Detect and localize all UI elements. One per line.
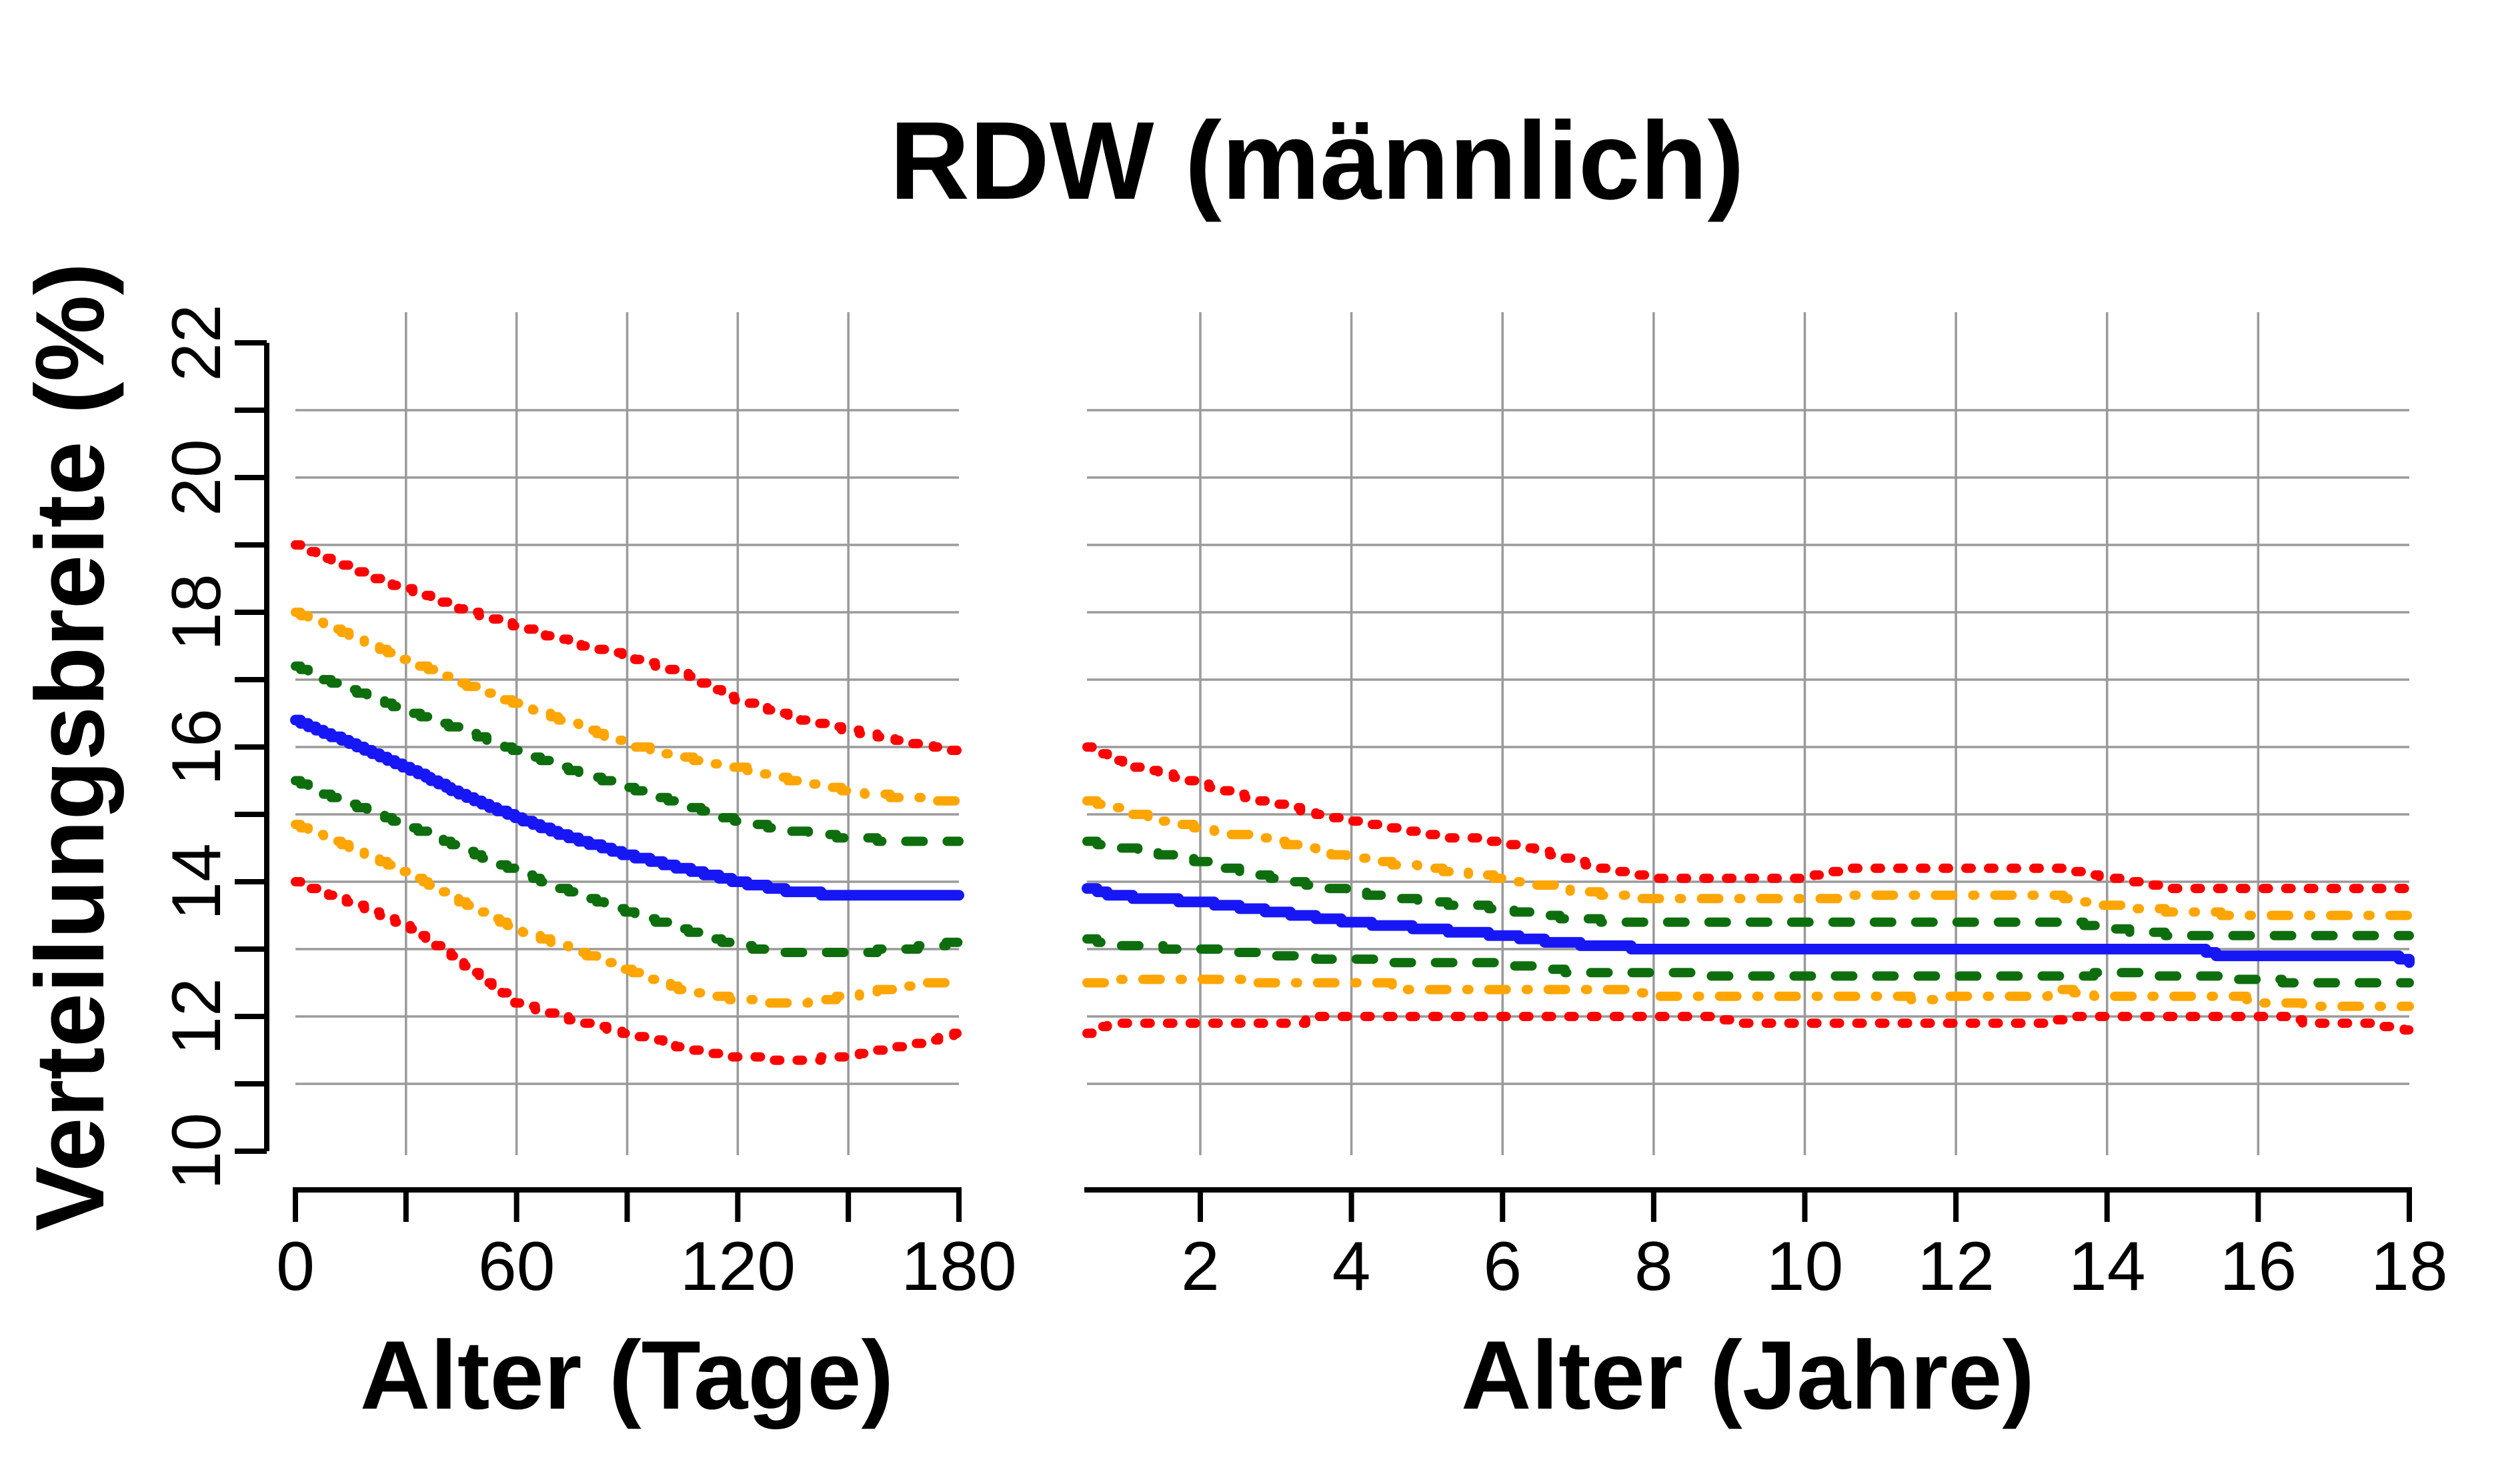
y-tick-label: 10: [158, 1113, 235, 1190]
percentile-curve-upper-outer-dotted-red: [291, 540, 964, 755]
x-tick-label: 16: [2220, 1228, 2297, 1305]
x-tick-label: 18: [2371, 1228, 2448, 1305]
x-tick-label: 2: [1181, 1228, 1220, 1305]
percentile-curve-upper-outer-dotted-red: [1082, 742, 2414, 894]
percentile-curve-lower-middle-dotdash-orange: [1082, 974, 2414, 1011]
x-axis-title-years: Alter (Jahre): [1461, 1321, 2035, 1429]
percentile-curve-median-solid-blue: [290, 714, 964, 901]
percentile-curve-lower-outer-dotted-red: [1082, 1012, 2414, 1038]
percentile-curve-upper-middle-dotdash-orange: [1082, 796, 2414, 920]
x-tick-label: 6: [1483, 1228, 1522, 1305]
percentile-curve-median-solid-blue: [1082, 883, 2415, 968]
x-axis-title-days: Alter (Tage): [360, 1321, 894, 1429]
y-axis-title: Verteilungsbreite (%): [15, 263, 124, 1231]
x-tick-label: 180: [901, 1228, 1017, 1305]
x-tick-label: 10: [1766, 1228, 1844, 1305]
y-tick-label: 16: [158, 708, 235, 786]
x-tick-label: 120: [680, 1228, 796, 1305]
x-tick-label: 60: [478, 1228, 555, 1305]
percentile-curve-lower-inner-dashed-green: [291, 776, 964, 957]
percentile-curve-lower-inner-dashed-green: [1082, 934, 2414, 988]
percentile-curve-upper-inner-dashed-green: [291, 661, 964, 846]
x-tick-label: 12: [1917, 1228, 1995, 1305]
y-tick-label: 20: [158, 439, 235, 516]
y-tick-label: 22: [158, 304, 235, 382]
percentile-curve-lower-outer-dotted-red: [291, 877, 964, 1065]
x-tick-label: 14: [2069, 1228, 2146, 1305]
chart-title: RDW (männlich): [890, 99, 1744, 223]
y-tick-label: 12: [158, 978, 235, 1055]
x-tick-label: 0: [276, 1228, 315, 1305]
percentile-curve-lower-middle-dotdash-orange: [291, 820, 964, 1008]
y-tick-label: 18: [158, 574, 235, 651]
x-tick-label: 8: [1634, 1228, 1673, 1305]
percentile-curve-upper-inner-dashed-green: [1082, 836, 2414, 940]
y-tick-label: 14: [158, 843, 235, 920]
x-tick-label: 4: [1332, 1228, 1371, 1305]
percentile-curve-upper-middle-dotdash-orange: [291, 608, 964, 806]
